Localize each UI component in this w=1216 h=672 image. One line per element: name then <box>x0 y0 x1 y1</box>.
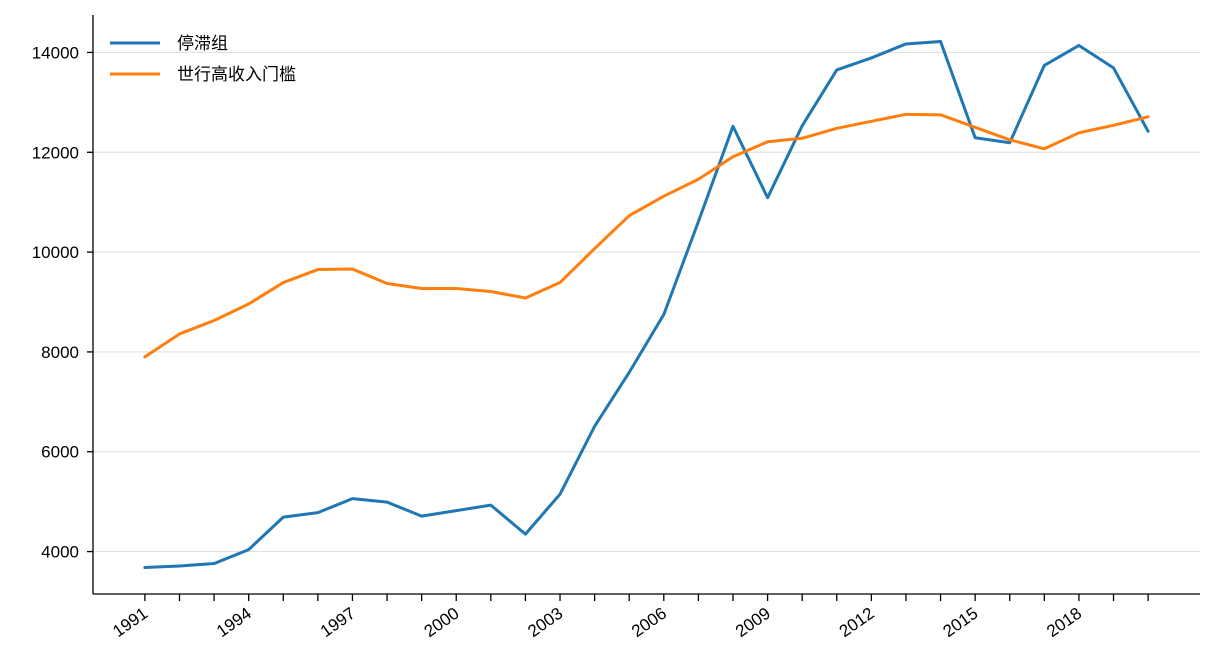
x-tick-label: 2006 <box>628 604 670 641</box>
y-axis-ticks: 4000 6000 8000 10000 12000 14000 <box>32 43 93 562</box>
x-tick-label: 2015 <box>940 604 982 641</box>
y-tick-label: 10000 <box>32 243 79 262</box>
series-line-1 <box>143 39 1150 570</box>
x-tick-label: 1994 <box>213 604 255 641</box>
legend-label-2: 世行高收入门槛 <box>177 65 296 85</box>
grid-lines <box>93 51 1200 553</box>
x-tick-label: 2018 <box>1043 604 1085 641</box>
x-tick-label: 2000 <box>421 604 463 641</box>
x-tick-label: 2009 <box>732 604 774 641</box>
x-axis-ticks: 1991 1994 1997 2000 2003 2006 2009 2012 2015 2018 <box>109 594 1149 641</box>
series-layer <box>143 39 1150 570</box>
y-tick-label: 6000 <box>41 443 79 462</box>
y-tick-label: 12000 <box>32 143 79 162</box>
y-tick-label: 4000 <box>41 543 79 562</box>
x-tick-label: 2012 <box>836 604 878 641</box>
x-tick-label: 1991 <box>109 604 151 641</box>
series-line-2 <box>143 112 1150 359</box>
y-tick-label: 8000 <box>41 343 79 362</box>
x-tick-label: 2003 <box>524 604 566 641</box>
x-tick-label: 1997 <box>317 604 359 641</box>
axes <box>92 15 1200 595</box>
y-tick-label: 14000 <box>32 43 79 62</box>
legend-label-1: 停滞组 <box>177 34 228 54</box>
